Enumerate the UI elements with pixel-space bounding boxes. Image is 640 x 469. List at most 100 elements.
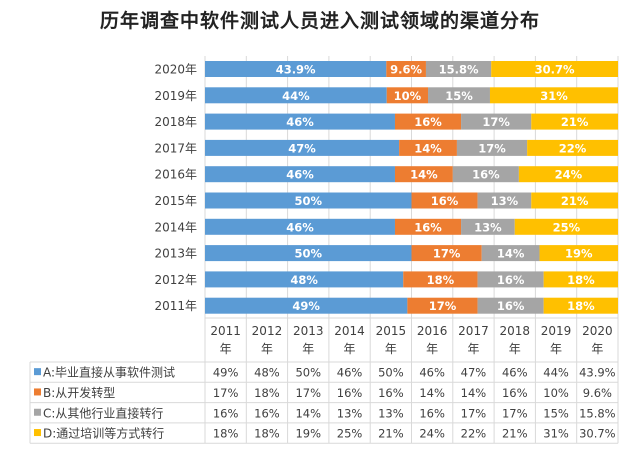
bar-segment-d [491, 61, 618, 77]
table-cell: 25% [337, 427, 363, 441]
bar-segment-a [205, 192, 412, 209]
table-cell: 18% [254, 386, 280, 400]
category-label: 2014年 [154, 220, 197, 234]
table-header-year: 2015 [376, 324, 407, 338]
data-label: 50% [294, 247, 322, 261]
data-label: 17% [482, 115, 510, 129]
category-label: 2015年 [154, 194, 197, 208]
table-header-year: 2017 [458, 324, 489, 338]
bar-segment-d [543, 297, 618, 314]
data-label: 17% [433, 247, 461, 261]
table-cell: 46% [337, 366, 363, 380]
table-header-unit: 年 [261, 342, 273, 356]
data-label: 49% [292, 299, 320, 313]
category-label: 2020年 [154, 63, 197, 77]
table-cell: 43.9% [579, 366, 616, 380]
table-cell: 17% [295, 386, 321, 400]
bar-segment-d [518, 166, 618, 183]
data-label: 21% [561, 194, 589, 208]
data-label: 15% [445, 89, 473, 103]
data-label: 18% [567, 299, 595, 313]
bar-segment-c [477, 192, 532, 209]
data-label: 25% [553, 220, 581, 234]
legend-swatch-c [34, 408, 41, 416]
bar-segment-c [452, 166, 519, 183]
legend-label: B:从开发转型 [43, 385, 115, 400]
bar-segment-a [205, 297, 408, 314]
data-label: 16% [497, 273, 525, 287]
category-label: 2013年 [154, 247, 197, 261]
bar-segment-b [407, 297, 478, 314]
bar-segment-d [539, 245, 618, 262]
legend-label: D:通过培训等方式转行 [43, 426, 164, 441]
table-cell: 17% [461, 406, 487, 420]
data-label: 15.8% [439, 63, 479, 77]
table-cell: 21% [378, 427, 404, 441]
bar-segment-b [394, 166, 453, 183]
table-cell: 13% [378, 406, 404, 420]
table-header-year: 2018 [499, 324, 530, 338]
bar-segment-a [205, 245, 412, 262]
bar-segment-b [411, 245, 482, 262]
table-header-year: 2014 [334, 324, 365, 338]
bar-segment-d [489, 87, 618, 104]
table-cell: 24% [419, 427, 445, 441]
bar-segment-d [514, 218, 618, 235]
data-label: 18% [427, 273, 455, 287]
data-label: 14% [414, 141, 442, 155]
data-label: 16% [431, 194, 459, 208]
bar-segment-d [543, 271, 618, 288]
bar-segment-d [527, 139, 618, 156]
data-label: 16% [472, 168, 500, 182]
table-cell: 49% [213, 366, 239, 380]
data-label: 24% [555, 168, 583, 182]
data-label: 9.6% [390, 63, 422, 77]
table-header-year: 2016 [417, 324, 448, 338]
table-cell: 16% [213, 406, 239, 420]
bar-segment-c [477, 297, 544, 314]
table-cell: 15.8% [579, 406, 616, 420]
table-header-year: 2020 [582, 324, 613, 338]
table-header-unit: 年 [385, 342, 397, 356]
data-label: 47% [288, 141, 316, 155]
table-cell: 16% [419, 406, 445, 420]
data-label: 48% [290, 273, 318, 287]
bar-segment-a [205, 113, 395, 130]
bar-segment-a [205, 139, 400, 156]
table-header-year: 2019 [541, 324, 572, 338]
table-cell: 13% [337, 406, 363, 420]
table-cell: 18% [254, 427, 280, 441]
category-label: 2012年 [154, 273, 197, 287]
table-cell: 48% [254, 366, 280, 380]
data-label: 30.7% [535, 63, 575, 77]
table-cell: 17% [502, 406, 528, 420]
legend-swatch-b [34, 388, 41, 396]
bar-segment-b [386, 61, 426, 77]
data-label: 13% [491, 194, 519, 208]
table-cell: 46% [502, 366, 528, 380]
table-cell: 22% [461, 427, 487, 441]
bar-segment-c [428, 87, 490, 104]
data-label: 16% [414, 115, 442, 129]
category-label: 2011年 [154, 299, 197, 313]
table-cell: 50% [378, 366, 404, 380]
data-label: 16% [414, 220, 442, 234]
data-label: 14% [410, 168, 438, 182]
data-label: 17% [429, 299, 457, 313]
table-cell: 18% [213, 427, 239, 441]
bar-segment-c [425, 61, 492, 77]
category-label: 2019年 [154, 89, 197, 103]
table-cell: 10% [543, 386, 569, 400]
bar-segment-b [386, 87, 429, 104]
bar-segment-a [205, 87, 387, 104]
bar-segment-d [531, 192, 618, 209]
table-cell: 14% [419, 386, 445, 400]
table-cell: 31% [543, 427, 569, 441]
bar-segment-c [477, 271, 544, 288]
bar-segment-b [411, 192, 478, 209]
table-cell: 47% [461, 366, 487, 380]
data-label: 17% [478, 141, 506, 155]
bar-segment-a [205, 218, 395, 235]
legend-label: C:从其他行业直接转行 [43, 405, 163, 420]
